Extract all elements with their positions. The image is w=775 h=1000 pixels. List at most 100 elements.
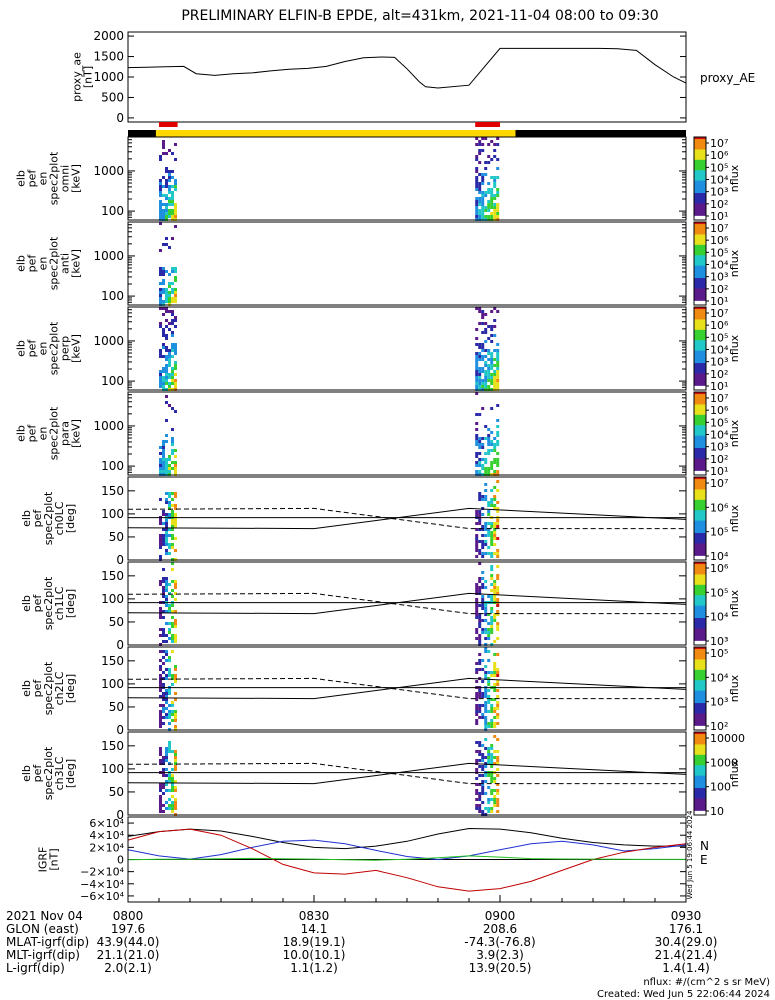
spec-pixel bbox=[490, 140, 494, 143]
spec-pixel bbox=[481, 540, 485, 543]
spec-pixel bbox=[171, 616, 174, 619]
spec-pixel bbox=[487, 513, 491, 516]
spec-pixel bbox=[159, 543, 162, 546]
spec-pixel bbox=[162, 464, 165, 467]
colorbar-cell bbox=[694, 744, 706, 748]
spec-pixel bbox=[168, 804, 171, 807]
spec-pixel bbox=[490, 158, 494, 161]
spec-pixel bbox=[165, 653, 168, 656]
spec-pixel bbox=[171, 637, 174, 640]
spec-pixel bbox=[493, 212, 497, 215]
colorbar-tick-label: 10² bbox=[710, 198, 728, 211]
spec-pixel bbox=[162, 695, 165, 698]
colorbar-cell bbox=[694, 651, 706, 654]
spec-pixel bbox=[165, 543, 168, 546]
spec-pixel bbox=[478, 413, 482, 416]
spec-pixel bbox=[478, 373, 482, 376]
spec-pixel bbox=[165, 531, 168, 534]
spec-pixel bbox=[481, 495, 485, 498]
ytick-label: 50 bbox=[109, 530, 124, 544]
colorbar-cell bbox=[694, 149, 706, 153]
spec-pixel bbox=[165, 470, 168, 473]
spec-pixel bbox=[165, 747, 168, 750]
colorbar-cell bbox=[694, 392, 706, 395]
spec-pixel bbox=[493, 194, 497, 197]
spec-pixel bbox=[487, 440, 491, 443]
colorbar-cell bbox=[694, 466, 706, 470]
spec-pixel bbox=[487, 546, 491, 549]
spec-pixel bbox=[475, 155, 479, 158]
spec-pixel bbox=[487, 725, 491, 728]
colorbar-cell bbox=[694, 354, 706, 358]
spec-pixel bbox=[162, 631, 165, 634]
spec-pixel bbox=[484, 725, 488, 728]
spec-pixel bbox=[478, 470, 482, 473]
spec-pixel bbox=[165, 152, 168, 155]
spec-pixel bbox=[159, 704, 162, 707]
igrf-panel: 6×10⁴4×10⁴2×10⁴0−2×10⁴−4×10⁴−6×10⁴IGRF[n… bbox=[37, 810, 709, 903]
spec-pixel bbox=[159, 810, 162, 813]
colorbar-cell bbox=[694, 673, 706, 677]
spec-pixel bbox=[171, 215, 174, 218]
spec-pixel bbox=[478, 498, 482, 501]
colorbar-tick-label: 10¹ bbox=[710, 210, 728, 223]
ylabel-pa_ch1-line: elb bbox=[20, 595, 33, 612]
spec-pixel bbox=[168, 285, 171, 288]
colorbar-cell bbox=[694, 456, 706, 459]
spec-pixel bbox=[481, 628, 485, 631]
colorbar-cell bbox=[694, 244, 706, 248]
spec-pixel bbox=[481, 571, 485, 574]
spec-pixel bbox=[478, 385, 482, 388]
spec-pixel bbox=[171, 513, 174, 516]
spec-pixel bbox=[481, 543, 485, 546]
spec-pixel bbox=[490, 537, 494, 540]
panel-en_perp: 1000100elbpefenspec2plotperp[keV]10⁷10⁶1… bbox=[15, 306, 741, 393]
spec-pixel bbox=[478, 452, 482, 455]
colorbar-tick-label: 10⁴ bbox=[710, 611, 729, 624]
ylabel-pa_ch0-line: [deg] bbox=[64, 504, 77, 533]
spec-pixel bbox=[484, 376, 488, 379]
spec-pixel bbox=[487, 774, 491, 777]
spec-pixel bbox=[475, 367, 479, 370]
spec-pixel bbox=[478, 710, 482, 713]
spec-pixel bbox=[174, 367, 177, 370]
spec-pixel bbox=[481, 583, 485, 586]
spec-pixel bbox=[162, 662, 165, 665]
spec-pixel bbox=[490, 325, 494, 328]
spec-pixel bbox=[159, 297, 162, 300]
spec-pixel bbox=[484, 340, 488, 343]
spec-pixel bbox=[478, 437, 482, 440]
spec-pixel bbox=[165, 467, 168, 470]
spec-pixel bbox=[162, 370, 165, 373]
spec-pixel bbox=[168, 385, 171, 388]
colorbar-cell bbox=[694, 182, 706, 186]
spec-pixel bbox=[165, 583, 168, 586]
spec-pixel bbox=[487, 467, 491, 470]
colorbar-cell bbox=[694, 207, 706, 211]
spec-pixel bbox=[168, 361, 171, 364]
spec-pixel bbox=[478, 446, 482, 449]
spec-pixel bbox=[171, 774, 174, 777]
spec-pixel bbox=[171, 370, 174, 373]
spec-pixel bbox=[481, 458, 485, 461]
colorbar-label: nflux bbox=[728, 504, 741, 532]
spec-pixel bbox=[168, 197, 171, 200]
spec-pixel bbox=[174, 470, 177, 473]
spec-pixel bbox=[174, 319, 177, 322]
colorbar-cell bbox=[694, 719, 706, 723]
spec-pixel bbox=[168, 744, 171, 747]
spec-pixel bbox=[475, 176, 479, 179]
spec-pixel bbox=[481, 555, 485, 558]
spec-pixel bbox=[162, 537, 165, 540]
spec-pixel bbox=[174, 719, 177, 722]
colorbar-cell bbox=[694, 273, 706, 277]
spec-pixel bbox=[487, 534, 491, 537]
spec-pixel bbox=[496, 370, 500, 373]
spec-pixel bbox=[484, 674, 488, 677]
spec-pixel bbox=[174, 716, 177, 719]
colorbar-cell bbox=[694, 622, 706, 625]
spec-pixel bbox=[490, 789, 494, 792]
